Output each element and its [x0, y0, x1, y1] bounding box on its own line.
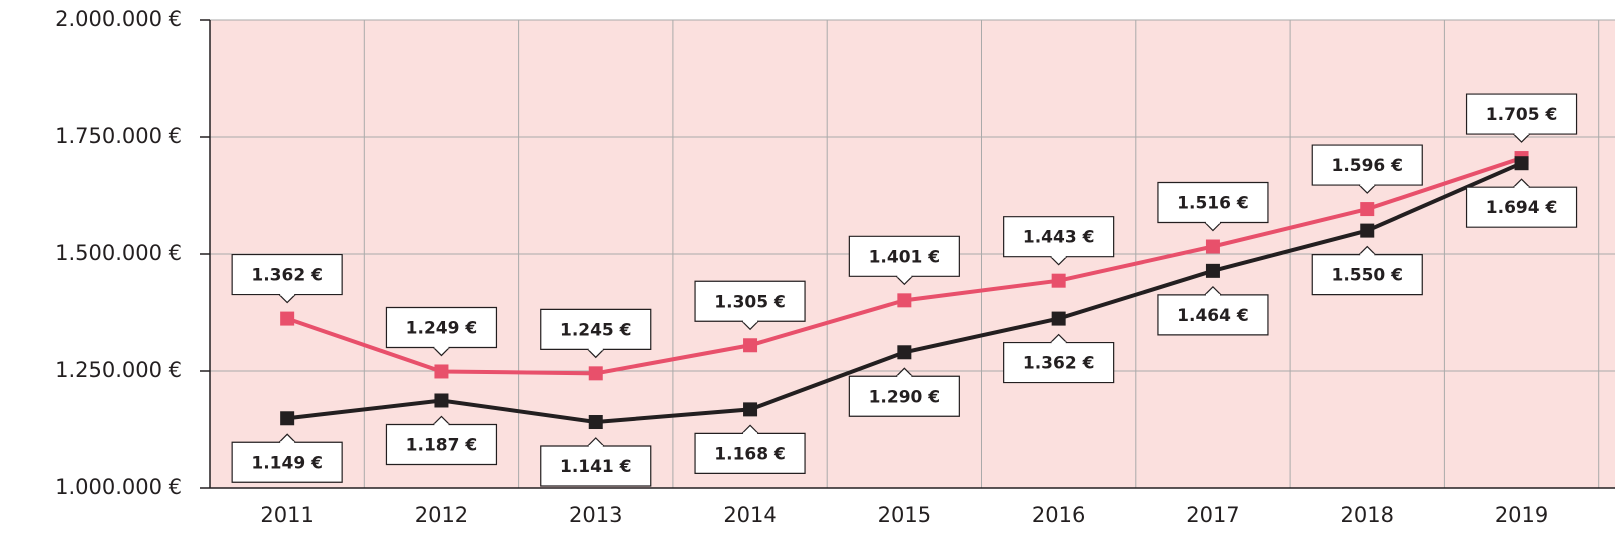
label-callout	[694, 280, 806, 322]
value-label: 1.187 €	[406, 435, 478, 455]
point-marker	[897, 293, 912, 308]
label-callout	[385, 306, 498, 349]
point-marker	[1051, 311, 1066, 326]
value-label: 1.401 €	[869, 247, 941, 267]
point-marker	[743, 338, 758, 353]
label-notch	[1204, 285, 1222, 296]
x-tick-label: 2015	[878, 503, 931, 527]
label-callout	[231, 253, 343, 296]
y-tick-label: 1.250.000 €	[55, 358, 182, 382]
label-notch	[587, 348, 605, 359]
point-marker	[1360, 223, 1375, 238]
label-callout	[540, 445, 652, 487]
label-notch	[433, 347, 450, 357]
label-notch	[278, 294, 296, 304]
label-notch	[895, 275, 913, 286]
label-notch	[741, 424, 759, 434]
value-label: 1.464 €	[1177, 306, 1249, 326]
point-marker	[1205, 239, 1220, 254]
value-label: 1.141 €	[560, 457, 632, 477]
x-tick-label: 2014	[723, 503, 776, 527]
point-marker	[1205, 263, 1220, 278]
label-callout	[540, 308, 652, 350]
point-marker	[434, 364, 449, 379]
point-marker	[897, 345, 912, 360]
label-callout	[848, 235, 960, 277]
label-notch	[1050, 333, 1068, 344]
point-marker	[588, 366, 603, 381]
value-label: 1.249 €	[406, 318, 478, 338]
x-tick-label: 2019	[1495, 503, 1548, 527]
x-tick-label: 2017	[1186, 503, 1239, 527]
label-callout	[1465, 93, 1578, 135]
label-callout	[694, 432, 806, 474]
value-label: 1.516 €	[1177, 194, 1249, 214]
point-marker	[588, 415, 603, 430]
label-notch	[587, 437, 605, 447]
label-notch	[1204, 222, 1222, 232]
label-callout	[1465, 186, 1578, 228]
value-label: 1.362 €	[251, 266, 323, 286]
label-notch	[433, 415, 450, 425]
label-notch	[1358, 184, 1376, 194]
label-notch	[278, 433, 296, 443]
value-label: 1.305 €	[714, 292, 786, 312]
point-marker	[280, 411, 295, 426]
point-marker	[1051, 273, 1066, 288]
point-marker	[1360, 202, 1375, 217]
value-label: 1.149 €	[251, 453, 323, 473]
y-tick-label: 1.750.000 €	[55, 124, 182, 148]
label-callout	[1003, 341, 1115, 384]
value-label: 1.705 €	[1486, 105, 1558, 125]
value-label: 1.290 €	[869, 387, 941, 407]
value-label: 1.168 €	[714, 444, 786, 464]
label-callout	[385, 423, 498, 466]
label-notch	[1358, 245, 1376, 256]
x-tick-label: 2018	[1341, 503, 1394, 527]
value-label: 1.362 €	[1023, 354, 1095, 374]
y-tick-label: 2.000.000 €	[55, 7, 182, 31]
label-callout	[1311, 144, 1423, 186]
x-tick-label: 2016	[1032, 503, 1085, 527]
point-marker	[280, 311, 295, 326]
x-tick-label: 2012	[415, 503, 468, 527]
label-callout	[1311, 254, 1423, 296]
label-callout	[1003, 216, 1115, 258]
y-tick-label: 1.500.000 €	[55, 241, 182, 265]
label-notch	[1513, 178, 1530, 188]
value-label: 1.245 €	[560, 320, 632, 340]
x-tick-label: 2013	[569, 503, 622, 527]
y-tick-label: 1.000.000 €	[55, 475, 182, 499]
point-marker	[434, 393, 449, 408]
label-notch	[741, 320, 759, 331]
label-callout	[1157, 181, 1269, 224]
value-label: 1.443 €	[1023, 228, 1095, 248]
label-callout	[1157, 294, 1269, 336]
label-callout	[848, 375, 960, 417]
x-tick-label: 2011	[260, 503, 313, 527]
label-notch	[1513, 133, 1530, 143]
value-label: 1.550 €	[1331, 266, 1403, 286]
label-callout	[231, 441, 343, 483]
label-notch	[1050, 256, 1068, 266]
value-label: 1.694 €	[1486, 198, 1558, 218]
point-marker	[1514, 156, 1529, 171]
value-label: 1.596 €	[1331, 156, 1403, 176]
label-notch	[895, 367, 913, 377]
point-marker	[743, 402, 758, 417]
